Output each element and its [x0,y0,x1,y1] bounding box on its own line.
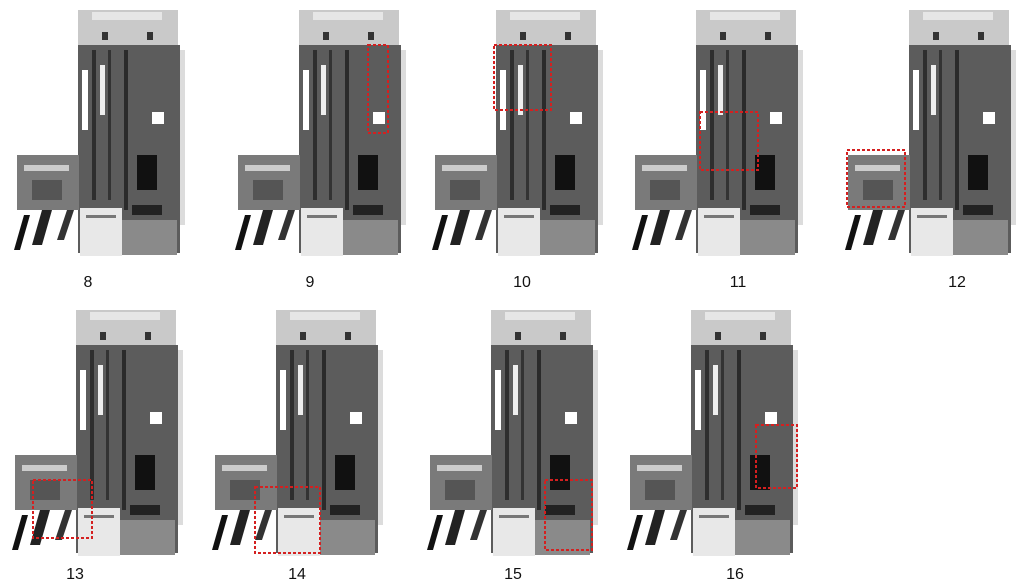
panel: 13 [12,310,183,583]
panel-label: 8 [84,274,93,291]
figure: 8 9 10 11 12 13 14 15 16 [0,0,1018,583]
panel: 8 [14,10,185,291]
panel-label: 11 [730,274,747,291]
panel-label: 12 [948,274,966,291]
panel-label: 16 [726,566,744,583]
panel: 12 [845,10,1016,291]
floor-plan-image [14,10,185,256]
panel: 10 [432,10,603,291]
panel-label: 10 [513,274,531,291]
panel-label: 15 [504,566,522,583]
panels: 8 9 10 11 12 13 14 15 16 [12,10,1016,583]
panel: 11 [632,10,803,291]
floor-plan-image [12,310,183,556]
floor-plan-image [845,10,1016,256]
floor-plan-image [212,310,383,556]
floor-plan-image [627,310,798,556]
panel: 14 [212,310,383,583]
panel: 16 [627,310,798,583]
panel-label: 14 [288,566,306,583]
panel: 15 [427,310,598,583]
panel-label: 9 [306,274,315,291]
panel-label: 13 [66,566,84,583]
floor-plan-image [632,10,803,256]
panel: 9 [235,10,406,291]
floor-plan-image [432,10,603,256]
floor-plan-image [427,310,598,556]
